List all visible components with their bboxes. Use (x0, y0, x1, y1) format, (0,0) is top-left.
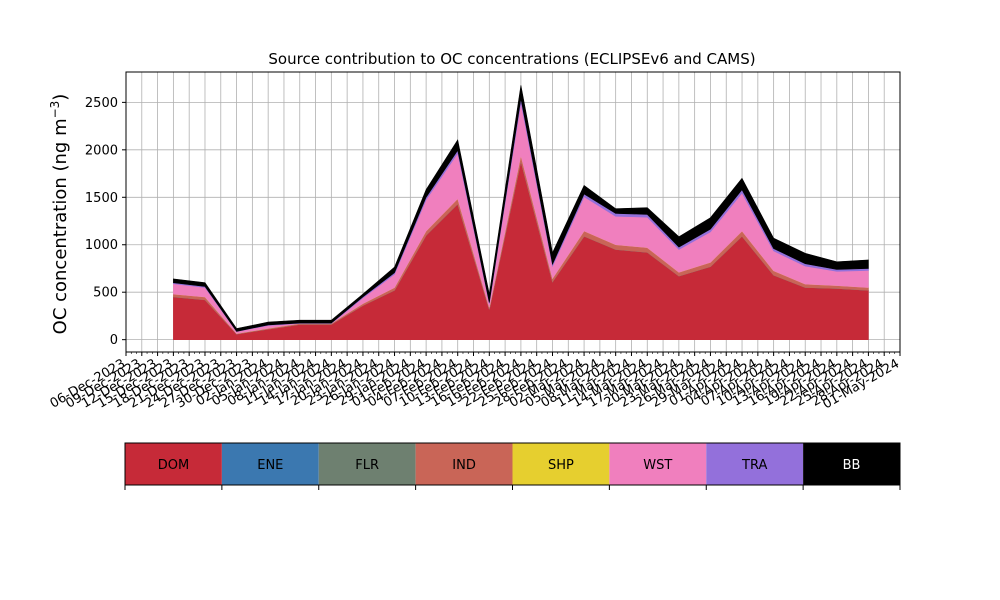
y-tick-label: 2000 (85, 143, 118, 158)
y-axis-label: OC concentration (ng m−3) (48, 94, 71, 335)
y-axis-label-text: OC concentration (ng m (50, 118, 71, 334)
legend-swatch-dom (125, 443, 222, 485)
y-tick-label: 1500 (85, 191, 118, 206)
legend-swatch-flr (318, 443, 416, 485)
plot-area: 0500100015002000250006-Dec-202309-Dec-20… (48, 71, 902, 412)
legend: DOM ENE FLR IND SHP WST TRA BB (124, 442, 901, 490)
legend-label-tra: TRA (741, 458, 767, 473)
y-tick-label: 500 (93, 286, 118, 301)
legend-label-ene: ENE (257, 458, 283, 473)
legend-label-dom: DOM (158, 458, 189, 473)
legend-label-ind: IND (452, 458, 476, 473)
y-tick-label: 2500 (85, 96, 118, 111)
axes-frame (125, 71, 901, 353)
legend-label-bb: BB (843, 458, 861, 473)
y-tick-label: 1000 (85, 238, 118, 253)
y-axis-label-superscript: −3 (48, 101, 62, 119)
legend-swatch-tra (706, 443, 804, 485)
legend-swatch-bb (803, 443, 900, 485)
area-bb (173, 85, 869, 332)
legend-label-flr: FLR (355, 458, 379, 473)
y-tick-label: 0 (110, 333, 118, 348)
legend-swatch-ene (221, 443, 319, 485)
y-axis-label-close: ) (50, 94, 71, 101)
legend-label-wst: WST (643, 458, 672, 473)
chart-title: Source contribution to OC concentrations… (268, 50, 755, 68)
legend-swatch-ind (415, 443, 513, 485)
legend-swatch-wst (609, 443, 707, 485)
legend-swatch-shp (512, 443, 610, 485)
legend-label-shp: SHP (548, 458, 574, 473)
